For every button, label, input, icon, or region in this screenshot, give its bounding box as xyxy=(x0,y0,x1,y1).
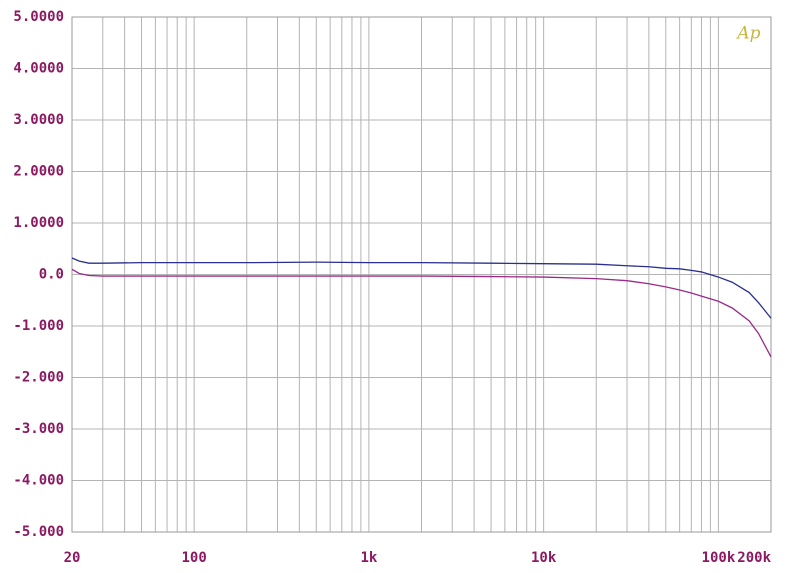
plot-border xyxy=(71,16,772,533)
y-tick-label: 0.0 xyxy=(39,267,64,283)
y-tick-label: 1.0000 xyxy=(13,215,64,231)
x-tick-label: 100 xyxy=(181,550,206,566)
y-tick-label: -5.000 xyxy=(13,524,64,540)
x-tick-label: 100k xyxy=(702,550,736,566)
x-tick-label: 200k xyxy=(737,550,771,566)
series-line xyxy=(71,257,772,319)
y-tick-label: -1.000 xyxy=(13,318,64,334)
y-tick-label: -2.000 xyxy=(13,370,64,386)
y-tick-label: 2.0000 xyxy=(13,164,64,180)
y-tick-label: 3.0000 xyxy=(13,112,64,128)
series-line xyxy=(71,268,772,358)
x-tick-label: 20 xyxy=(64,550,81,566)
y-tick-label: 5.0000 xyxy=(13,9,64,25)
y-tick-label: -4.000 xyxy=(13,473,64,489)
x-tick-label: 10k xyxy=(531,550,557,566)
y-tick-label: -3.000 xyxy=(13,421,64,437)
y-tick-label: 4.0000 xyxy=(13,61,64,77)
x-tick-label: 1k xyxy=(360,550,377,566)
logo: Ap xyxy=(735,24,760,44)
